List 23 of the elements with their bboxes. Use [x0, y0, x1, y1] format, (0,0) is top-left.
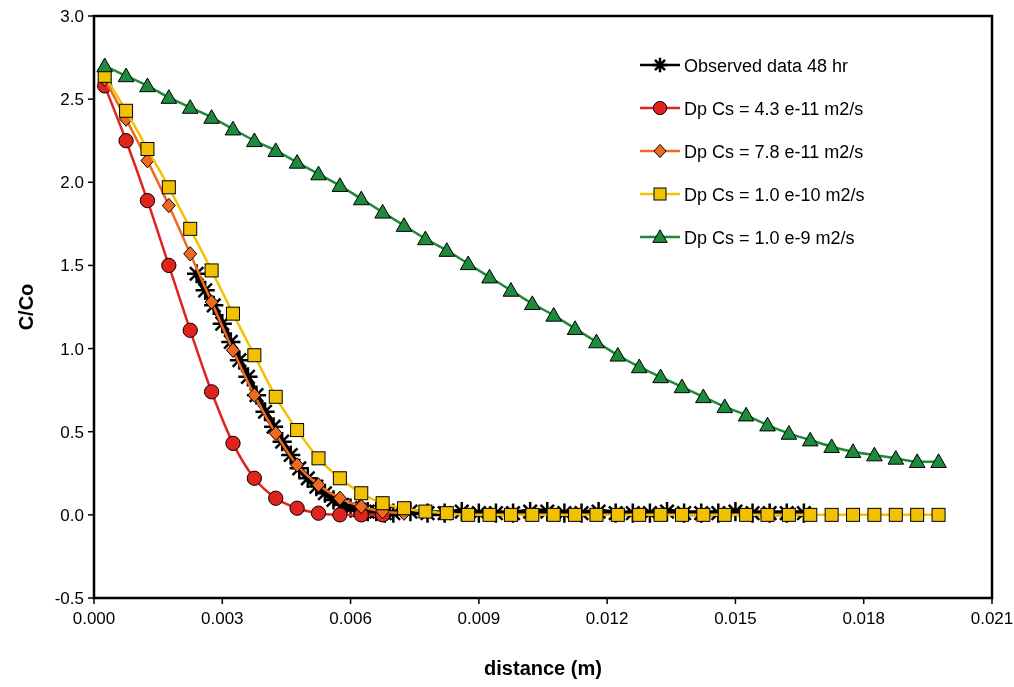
y-tick-label: 1.5: [60, 256, 84, 276]
legend-label: Dp Cs = 1.0 e-9 m2/s: [684, 228, 855, 248]
y-tick-label: 2.0: [60, 173, 84, 193]
x-tick-label: 0.000: [72, 609, 116, 628]
x-tick-label: 0.009: [457, 609, 501, 628]
x-tick-label: 0.012: [585, 609, 629, 628]
legend-label: Dp Cs = 7.8 e-11 m2/s: [684, 142, 864, 162]
x-tick-label: 0.003: [201, 609, 244, 628]
y-tick-label: -0.5: [54, 589, 84, 608]
y-tick-label: 1.0: [60, 339, 84, 359]
y-tick-label: 3.0: [60, 7, 84, 26]
legend-label: Dp Cs = 1.0 e-10 m2/s: [684, 185, 865, 205]
legend-label: Dp Cs = 4.3 e-11 m2/s: [684, 99, 864, 119]
x-tick-label: 0.015: [714, 609, 757, 628]
x-tick-label: 0.006: [329, 609, 372, 628]
y-axis-title: C/Co: [15, 283, 37, 331]
y-tick-label: 0.0: [60, 505, 84, 525]
x-axis-title: distance (m): [484, 657, 602, 679]
legend-label: Observed data 48 hr: [684, 56, 849, 76]
x-tick-label: 0.021: [970, 609, 1014, 628]
x-tick-label: 0.018: [842, 609, 885, 628]
y-tick-label: 2.5: [60, 90, 84, 110]
y-tick-label: 0.5: [60, 422, 84, 442]
